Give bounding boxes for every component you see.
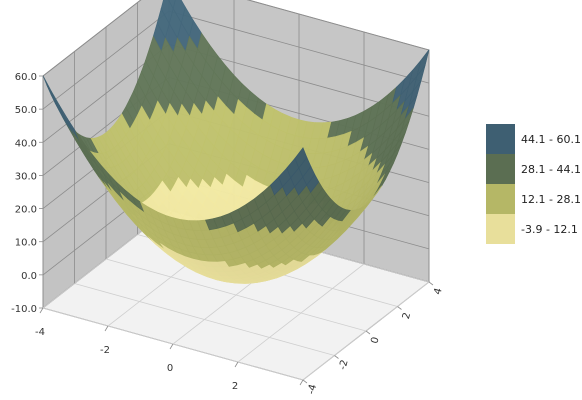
legend-label: -3.9 - 12.1: [521, 223, 578, 236]
y-tick-mark: [335, 356, 339, 359]
x-tick-mark: [235, 362, 238, 367]
x-tick-label: -2: [100, 345, 110, 356]
y-tick-label: -4: [306, 383, 319, 395]
y-tick-mark: [366, 331, 370, 334]
z-tick-label: 60.0: [15, 72, 37, 83]
legend-label: 44.1 - 60.1: [521, 133, 581, 146]
x-tick-mark: [105, 326, 108, 331]
x-tick-label: 0: [167, 363, 173, 374]
y-tick-mark: [398, 307, 402, 310]
legend-swatch: [486, 124, 515, 154]
z-tick-label: 0.0: [21, 271, 37, 282]
y-tick-label: 4: [432, 287, 444, 296]
y-tick-mark: [303, 380, 307, 383]
y-tick-label: 2: [401, 311, 413, 320]
y-tick-label: -2: [337, 359, 350, 371]
x-tick-label: -4: [35, 327, 45, 338]
legend-label: 28.1 - 44.1: [521, 163, 581, 176]
x-tick-mark: [300, 380, 303, 385]
x-tick-mark: [170, 344, 173, 349]
z-tick-label: 20.0: [15, 205, 37, 216]
x-tick-mark: [40, 308, 43, 313]
legend-swatch: [486, 154, 515, 184]
z-tick-label: 30.0: [15, 171, 37, 182]
z-tick-label: 40.0: [15, 138, 37, 149]
z-tick-label: 50.0: [15, 105, 37, 116]
legend-label: 12.1 - 28.1: [521, 193, 581, 206]
z-tick-label: 10.0: [15, 238, 37, 249]
z-tick-label: -10.0: [11, 304, 37, 315]
y-tick-mark: [429, 282, 433, 285]
y-tick-label: 0: [369, 336, 381, 345]
legend: 44.1 - 60.1 28.1 - 44.1 12.1 - 28.1 -3.9 - …: [486, 124, 581, 244]
legend-swatch: [486, 184, 515, 214]
x-tick-label: 2: [232, 381, 238, 392]
legend-swatch: [486, 214, 515, 244]
